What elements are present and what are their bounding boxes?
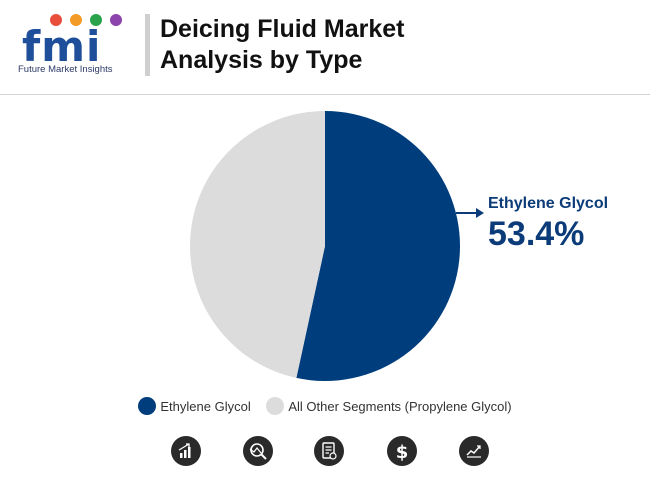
pie-chart: Ethylene Glycol 53.4% [190, 111, 608, 381]
svg-text:$: $ [396, 442, 409, 463]
bar-chart-growth-icon [171, 436, 201, 466]
chart-legend: Ethylene Glycol All Other Segments (Prop… [0, 397, 650, 418]
header: fmi Future Market Insights Deicing Fluid… [0, 0, 650, 95]
logo-caption: Future Market Insights [18, 64, 113, 75]
title-line-1: Deicing Fluid Market [160, 15, 405, 43]
legend-swatch [266, 397, 285, 415]
logo-letters: fmi [22, 22, 102, 71]
legend-item-ethylene-glycol: Ethylene Glycol [138, 397, 251, 415]
line-chart-icon [459, 436, 489, 466]
logo-dot-icon [110, 14, 122, 26]
footer-icons: $ [0, 436, 650, 470]
page-title: Deicing Fluid Market Analysis by Type [160, 14, 490, 76]
title-line-2: Analysis by Type [160, 46, 363, 74]
callout-label: Ethylene Glycol [488, 195, 608, 212]
callout-value: 53.4% [488, 215, 584, 253]
legend-swatch [138, 397, 157, 415]
dollar-icon: $ [387, 436, 417, 466]
pie-slices [190, 111, 461, 381]
logo-dot-icon [50, 14, 62, 26]
legend-item-other-segments: All Other Segments (Propylene Glycol) [266, 397, 512, 415]
header-divider [145, 14, 150, 76]
callout-arrowhead-icon [476, 208, 484, 218]
document-report-icon [314, 436, 344, 466]
logo-dot-icon [70, 14, 82, 26]
header-rule [0, 94, 650, 95]
magnifier-chart-icon [243, 436, 273, 466]
logo-icons [50, 14, 130, 28]
pie-slice-other-segments [190, 111, 325, 378]
pie-slice-ethylene-glycol [296, 111, 461, 381]
callout: Ethylene Glycol 53.4% [456, 195, 608, 253]
legend-label: Ethylene Glycol [160, 398, 251, 414]
legend-label: All Other Segments (Propylene Glycol) [288, 398, 512, 414]
fmi-logo: fmi Future Market Insights [18, 14, 138, 78]
logo-dot-icon [90, 14, 102, 26]
